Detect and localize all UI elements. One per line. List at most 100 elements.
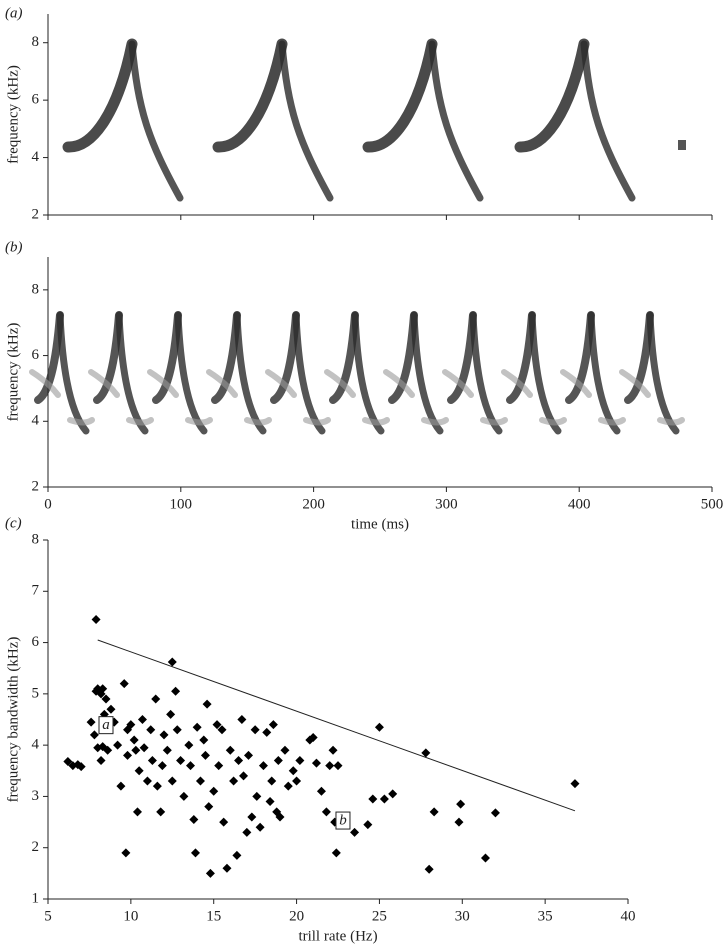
scatter-point bbox=[179, 791, 189, 801]
scatter-point bbox=[91, 614, 101, 624]
scatter-point bbox=[283, 781, 293, 791]
fit-line bbox=[97, 639, 576, 812]
scatter-point bbox=[456, 799, 466, 809]
spectrogram-trace bbox=[147, 369, 213, 426]
scatter-point bbox=[86, 717, 96, 727]
scatter-point bbox=[152, 781, 162, 791]
y-tick-label: 8 bbox=[32, 281, 40, 297]
x-tick-label: 15 bbox=[206, 908, 221, 924]
scatter-point bbox=[247, 812, 257, 822]
panel-label: (a) bbox=[5, 5, 23, 21]
scatter-point bbox=[388, 789, 398, 799]
scatter-point bbox=[239, 771, 249, 781]
scatter-point bbox=[234, 756, 244, 766]
scatter-point bbox=[363, 820, 373, 830]
x-tick-label: 30 bbox=[455, 908, 470, 924]
y-tick-label: 8 bbox=[32, 531, 40, 547]
y-axis-label: frequency (kHz) bbox=[5, 65, 21, 164]
scatter-point bbox=[265, 797, 275, 807]
scatter-point bbox=[157, 761, 167, 771]
spectrogram-trace bbox=[206, 369, 272, 426]
y-tick-label: 2 bbox=[32, 839, 40, 855]
scatter-point bbox=[454, 817, 464, 827]
scatter-point bbox=[292, 776, 302, 786]
scatter-point bbox=[96, 756, 106, 766]
spectrogram-trace bbox=[292, 311, 326, 435]
scatter-point bbox=[121, 848, 131, 858]
scatter-point bbox=[113, 740, 123, 750]
spectrogram-trace bbox=[580, 40, 636, 202]
scatter-point bbox=[184, 740, 194, 750]
scatter-point bbox=[275, 812, 285, 822]
x-tick-label: 10 bbox=[123, 908, 138, 924]
scatter-point bbox=[258, 761, 268, 771]
x-tick-label: 0 bbox=[44, 496, 52, 512]
scatter-point bbox=[280, 745, 290, 755]
y-tick-label: 6 bbox=[32, 634, 40, 650]
scatter-point bbox=[262, 727, 272, 737]
scatter-point bbox=[379, 794, 389, 804]
spectrogram-trace bbox=[383, 369, 449, 426]
scatter-point bbox=[311, 758, 321, 768]
x-tick-label: 25 bbox=[372, 908, 387, 924]
scatter-point bbox=[229, 776, 239, 786]
scatter-point bbox=[89, 730, 99, 740]
scatter-point bbox=[219, 817, 229, 827]
spectrogram-trace bbox=[560, 369, 626, 426]
scatter-point bbox=[190, 848, 200, 858]
x-tick-label: 500 bbox=[701, 496, 724, 512]
scatter-point bbox=[328, 745, 338, 755]
spectrogram-trace bbox=[115, 311, 149, 435]
x-tick-label: 300 bbox=[435, 496, 458, 512]
spectrogram-trace bbox=[410, 311, 444, 435]
scatter-point bbox=[167, 657, 177, 667]
y-tick-label: 8 bbox=[32, 34, 40, 50]
spectrogram-trace bbox=[128, 40, 184, 202]
spectrogram-trace bbox=[514, 38, 590, 153]
scatter-point bbox=[288, 766, 298, 776]
spectrogram-trace bbox=[278, 40, 334, 202]
scatter-point bbox=[132, 807, 142, 817]
spectrogram bbox=[62, 38, 686, 202]
y-tick-label: 3 bbox=[32, 788, 40, 804]
scatter-point bbox=[106, 704, 116, 714]
scatter-point bbox=[166, 709, 176, 719]
scatter-point bbox=[159, 730, 169, 740]
spectrogram-trace bbox=[528, 311, 562, 435]
y-tick-label: 6 bbox=[32, 347, 40, 363]
scatter-point bbox=[192, 722, 202, 732]
spectrogram-trace bbox=[587, 311, 621, 435]
scatter-point bbox=[242, 827, 252, 837]
spectrogram-trace bbox=[233, 311, 267, 435]
scatter-point bbox=[295, 756, 305, 766]
y-tick-label: 4 bbox=[32, 149, 40, 165]
spectrogram-trace bbox=[351, 311, 385, 435]
scatter-point bbox=[350, 827, 360, 837]
x-tick-label: 35 bbox=[538, 908, 553, 924]
scatter-point bbox=[156, 807, 166, 817]
scatter-point bbox=[98, 684, 108, 694]
scatter-point bbox=[131, 745, 141, 755]
scatter-point bbox=[480, 853, 490, 863]
y-tick-label: 6 bbox=[32, 92, 40, 108]
scatter-point bbox=[176, 756, 186, 766]
scatter-point bbox=[212, 720, 222, 730]
scatter-point bbox=[76, 762, 86, 772]
scatter-point bbox=[250, 725, 260, 735]
spectrogram-trace bbox=[469, 311, 503, 435]
scatter-point bbox=[273, 756, 283, 766]
x-tick-label: 40 bbox=[621, 908, 636, 924]
scatter-point bbox=[189, 815, 199, 825]
scatter-point bbox=[151, 694, 161, 704]
scatter-point bbox=[267, 776, 277, 786]
scatter-point bbox=[222, 863, 232, 873]
scatter-point bbox=[331, 848, 341, 858]
scatter-point bbox=[137, 715, 147, 724]
scatter-point bbox=[421, 748, 431, 758]
scatter-point bbox=[570, 779, 580, 789]
y-tick-label: 7 bbox=[32, 583, 40, 599]
spectrogram-trace bbox=[324, 369, 390, 426]
scatter-point bbox=[147, 756, 157, 766]
